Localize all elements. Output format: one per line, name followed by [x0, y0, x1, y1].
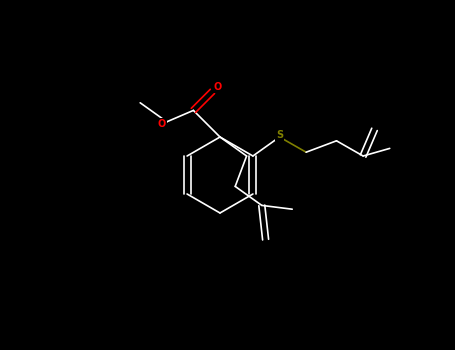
Text: S: S: [276, 130, 283, 140]
Text: O: O: [213, 82, 222, 92]
Text: O: O: [158, 119, 166, 129]
